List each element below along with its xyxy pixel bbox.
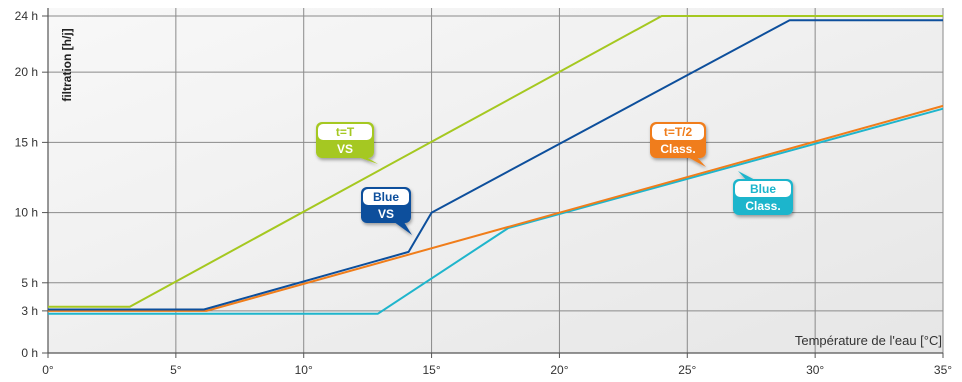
x-tick-label: 15° <box>422 363 440 377</box>
x-tick-label: 35° <box>934 363 952 377</box>
series-label-line2: VS <box>378 207 394 221</box>
y-tick-label: 10 h <box>15 206 38 220</box>
series-line-tT2_class <box>48 104 944 312</box>
series-label-line1: Blue <box>373 190 399 204</box>
series-label-line2: Class. <box>745 199 780 213</box>
series-label-tT2_class: t=T/2 Class. <box>650 122 706 167</box>
series-label-blue_class: Blue Class. <box>733 171 793 215</box>
x-tick-label: 20° <box>550 363 568 377</box>
label-bubble-top <box>363 189 409 205</box>
y-tick-label: 0 h <box>21 346 38 360</box>
series-label-line1: Blue <box>750 182 776 196</box>
series-line-blue_vs <box>48 19 943 311</box>
series-label-tT_vs: t=T VS <box>316 122 378 164</box>
series-line-blue_class <box>48 107 944 315</box>
label-bubble-top <box>652 124 704 140</box>
series-label-line2: Class. <box>660 142 695 156</box>
series-line-tT_vs <box>48 15 943 308</box>
series-label-line1: t=T <box>336 125 355 139</box>
label-bubble-top <box>735 181 791 197</box>
x-axis-label: Température de l'eau [°C] <box>795 333 942 348</box>
series-label-line1: t=T/2 <box>664 125 693 139</box>
axes: 0° 5° 10° 15° 20° 25° 30° 35° 0 h 3 h 5 h 10 h 15 h 2… <box>15 8 952 377</box>
x-tick-label: 25° <box>678 363 696 377</box>
label-bubble-top <box>318 124 372 140</box>
series-label-line2: VS <box>337 142 353 156</box>
x-tick-label: 30° <box>806 363 824 377</box>
y-tick-label: 5 h <box>21 276 38 290</box>
x-tick-label: 5° <box>170 363 182 377</box>
x-tick-label: 10° <box>295 363 313 377</box>
series-labels: t=T VS Blue VS t=T/2 Class. Blue Class. <box>316 122 793 235</box>
y-tick-label: 15 h <box>15 135 38 149</box>
series-lines <box>48 15 944 315</box>
plot-background <box>48 8 943 353</box>
y-axis-label: filtration [h/j] <box>60 28 74 101</box>
y-tick-label: 24 h <box>15 9 38 23</box>
series-label-blue_vs: Blue VS <box>361 187 412 235</box>
y-tick-label: 20 h <box>15 65 38 79</box>
x-tick-label: 0° <box>42 363 54 377</box>
y-tick-label: 3 h <box>21 304 38 318</box>
